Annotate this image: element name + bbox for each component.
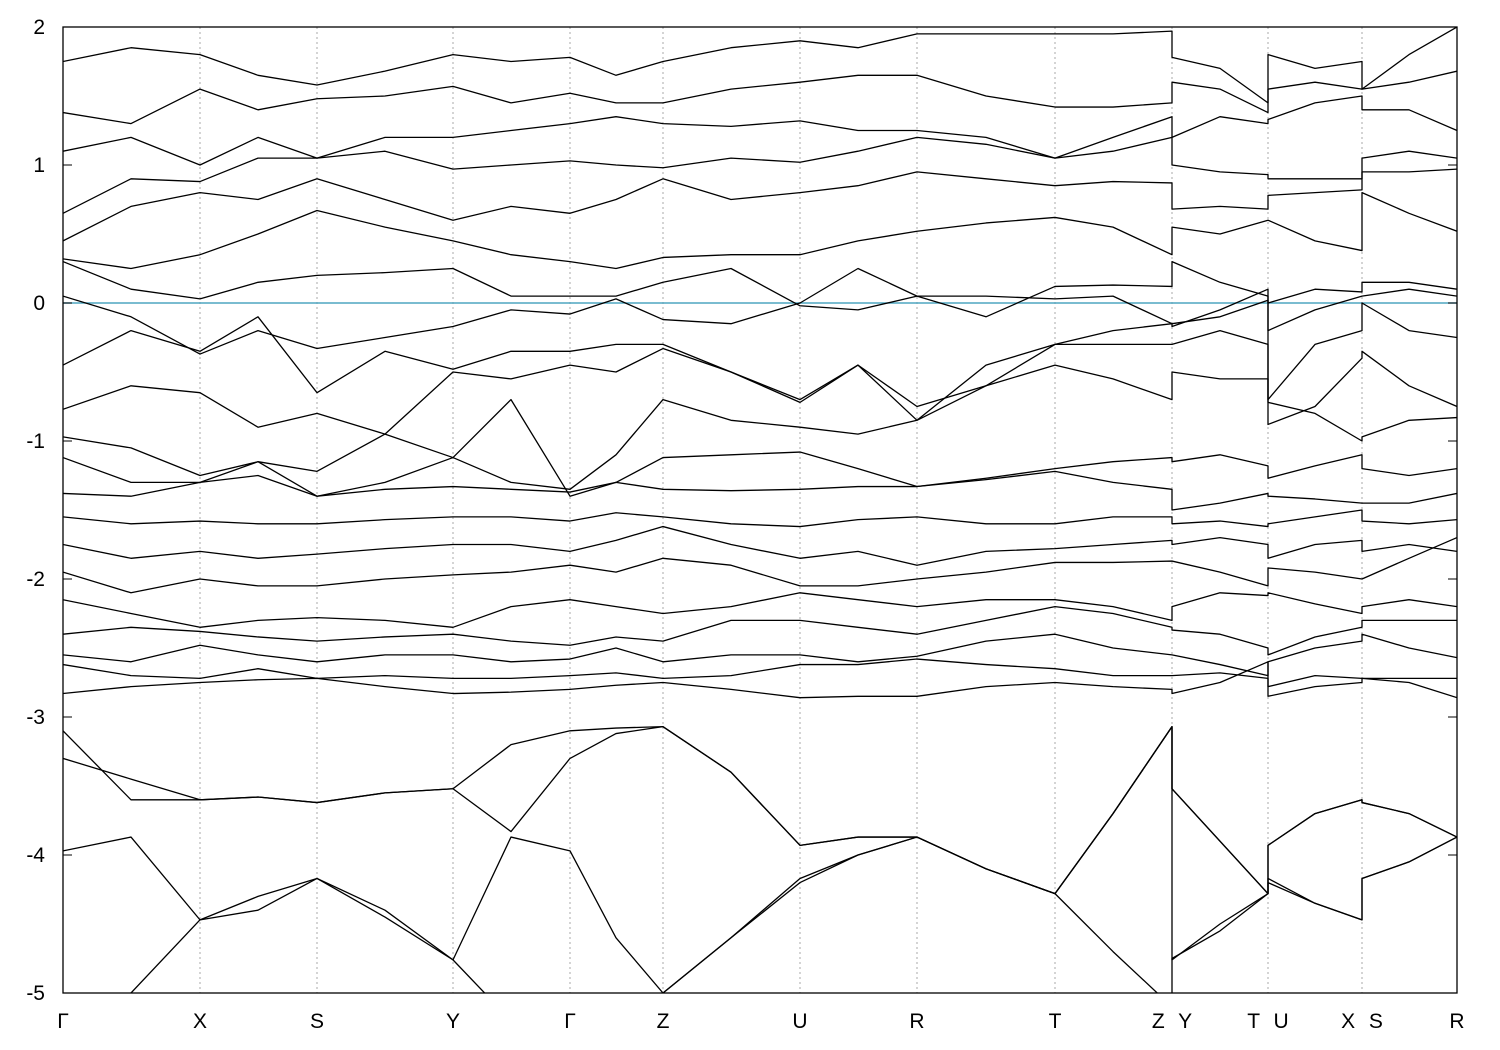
band — [63, 95, 1457, 166]
y-tick-label: -2 — [26, 568, 45, 591]
band — [63, 299, 1457, 421]
band — [63, 658, 1457, 688]
x-tick-label: Y — [446, 1010, 460, 1033]
band — [63, 260, 1457, 318]
y-tick-label: 0 — [33, 292, 45, 315]
x-tick-label: R — [1449, 1010, 1464, 1033]
label-layer: -5 -4 -3 -2 -1 0 1 2 Γ X S Y Γ Z U R T Z Y T U X S R — [26, 16, 1464, 1033]
x-tick-label: T — [1049, 1010, 1062, 1033]
y-tick-label: 1 — [33, 154, 45, 177]
band — [63, 661, 1457, 699]
band — [63, 592, 1457, 628]
band — [63, 605, 1457, 656]
y-tick-label: -3 — [26, 706, 45, 729]
band-layer — [63, 27, 1457, 993]
band — [63, 27, 1457, 104]
x-tick-label: Γ — [564, 1010, 576, 1033]
band — [63, 267, 1457, 355]
y-tick-label: -4 — [26, 844, 45, 867]
x-tick-label: Z Y — [1152, 1010, 1192, 1033]
band — [63, 470, 1457, 511]
band — [63, 191, 1457, 270]
x-tick-label: X — [193, 1010, 207, 1033]
y-tick-label: -1 — [26, 430, 45, 453]
x-tick-label: R — [909, 1010, 924, 1033]
y-tick-label: 2 — [33, 16, 45, 39]
band — [63, 525, 1457, 566]
band — [63, 726, 1457, 961]
x-tick-label: X S — [1341, 1010, 1383, 1033]
band — [63, 136, 1457, 214]
x-tick-label: Γ — [57, 1010, 69, 1033]
x-tick-label: S — [310, 1010, 324, 1033]
x-tick-label: U — [792, 1010, 807, 1033]
band — [63, 364, 1457, 490]
x-tick-label: Z — [657, 1010, 670, 1033]
y-tick-label: -5 — [26, 982, 45, 1005]
plot-frame — [62, 26, 1458, 994]
band — [63, 168, 1457, 242]
band — [63, 537, 1457, 594]
band — [63, 633, 1457, 677]
band — [63, 509, 1457, 528]
band — [63, 398, 1457, 497]
x-tick-label: T U — [1247, 1010, 1288, 1033]
